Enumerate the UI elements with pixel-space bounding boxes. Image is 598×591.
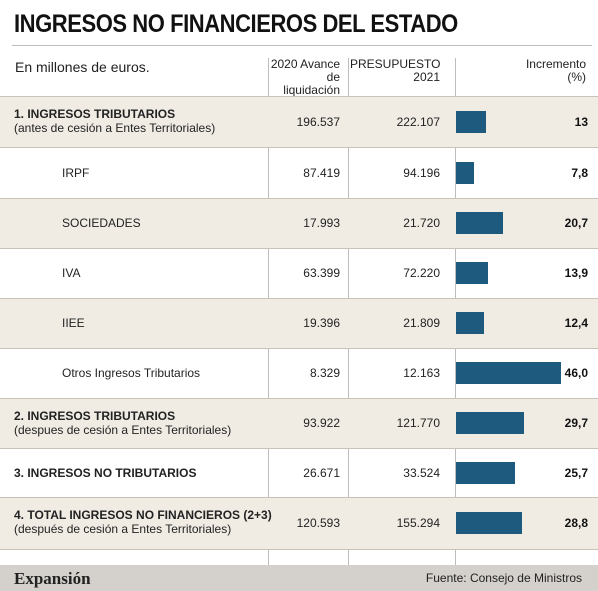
value-2020: 8.329 <box>309 366 340 380</box>
row-divider <box>0 448 598 449</box>
header-increment-line1: Incremento <box>525 57 586 71</box>
source-note: Fuente: Consejo de Ministros <box>425 571 582 585</box>
value-2021: 33.524 <box>403 466 440 480</box>
table-row <box>0 96 598 147</box>
row-divider <box>0 549 598 550</box>
increment-label: 13 <box>574 115 588 129</box>
value-2020: 63.399 <box>303 266 340 280</box>
value-2020: 196.537 <box>296 115 340 129</box>
row-sublabel: (antes de cesión a Entes Territoriales) <box>14 121 216 135</box>
increment-bar <box>456 212 503 234</box>
increment-bar <box>456 462 515 484</box>
footer: Expansión Fuente: Consejo de Ministros <box>0 565 598 591</box>
increment-label: 13,9 <box>564 266 588 280</box>
header-increment: Incremento (%) <box>490 58 586 84</box>
row-divider <box>0 497 598 498</box>
increment-bar <box>456 162 474 184</box>
value-2020: 93.922 <box>303 416 340 430</box>
row-label: 1. INGRESOS TRIBUTARIOS <box>14 107 176 121</box>
row-sublabel: (despues de cesión a Entes Territoriales… <box>14 423 232 437</box>
row-label: IRPF <box>62 166 90 180</box>
value-2021: 21.809 <box>403 316 440 330</box>
row-label: Otros Ingresos Tributarios <box>62 366 201 380</box>
table-row <box>0 298 598 348</box>
value-2021: 121.770 <box>396 416 440 430</box>
increment-bar <box>456 262 488 284</box>
increment-label: 20,7 <box>564 216 588 230</box>
row-label: 4. TOTAL INGRESOS NO FINANCIEROS (2+3) <box>14 508 272 522</box>
increment-label: 28,8 <box>564 516 588 530</box>
header-2020: 2020 Avance de liquidación <box>268 58 340 97</box>
value-2020: 26.671 <box>303 466 340 480</box>
value-2020: 87.419 <box>303 166 340 180</box>
increment-bar <box>456 312 484 334</box>
subtitle: En millones de euros. <box>15 59 150 75</box>
brand-logo: Expansión <box>14 569 91 588</box>
value-2020: 19.396 <box>303 316 340 330</box>
row-label: 2. INGRESOS TRIBUTARIOS <box>14 409 176 423</box>
row-divider <box>0 198 598 199</box>
header-2020-line1: 2020 Avance <box>270 57 340 71</box>
row-label: 3. INGRESOS NO TRIBUTARIOS <box>14 466 197 480</box>
header-2021-line2: 2021 <box>413 70 440 84</box>
value-2021: 72.220 <box>403 266 440 280</box>
row-divider <box>0 348 598 349</box>
header-2020-line2: de liquidación <box>283 70 340 97</box>
increment-label: 29,7 <box>564 416 588 430</box>
row-divider <box>0 147 598 148</box>
increment-bar <box>456 111 486 133</box>
value-2021: 155.294 <box>396 516 440 530</box>
header-increment-line2: (%) <box>567 70 586 84</box>
page-title: INGRESOS NO FINANCIEROS DEL ESTADO <box>14 10 458 38</box>
increment-label: 25,7 <box>564 466 588 480</box>
value-2021: 222.107 <box>396 115 440 129</box>
row-divider <box>0 96 598 97</box>
value-2020: 17.993 <box>303 216 340 230</box>
value-2020: 120.593 <box>296 516 340 530</box>
increment-label: 7,8 <box>571 166 588 180</box>
value-2021: 94.196 <box>403 166 440 180</box>
increment-bar <box>456 412 524 434</box>
row-label: IIEE <box>62 316 85 330</box>
header-2021-line1: PRESUPUESTO <box>350 57 441 71</box>
row-divider <box>0 398 598 399</box>
row-label: SOCIEDADES <box>62 216 141 230</box>
increment-bar <box>456 362 561 384</box>
row-sublabel: (después de cesión a Entes Territoriales… <box>14 522 232 536</box>
value-2021: 12.163 <box>403 366 440 380</box>
header-2021: PRESUPUESTO 2021 <box>350 58 440 84</box>
row-divider <box>0 298 598 299</box>
row-label: IVA <box>62 266 81 280</box>
value-2021: 21.720 <box>403 216 440 230</box>
row-divider <box>0 248 598 249</box>
increment-label: 12,4 <box>564 316 588 330</box>
increment-label: 46,0 <box>564 366 588 380</box>
increment-bar <box>456 512 522 534</box>
title-divider <box>12 45 592 46</box>
